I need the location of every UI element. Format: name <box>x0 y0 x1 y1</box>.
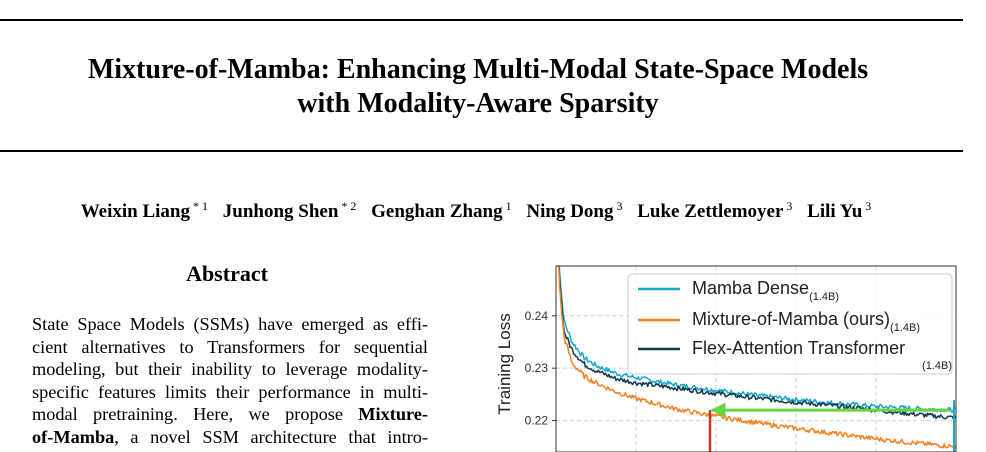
plot-frame <box>555 265 957 452</box>
bottom-rule <box>0 150 963 152</box>
abstract-line: modeling, but their inability to leverag… <box>32 359 428 380</box>
abstract-body: State Space Models (SSMs) have emerged a… <box>32 313 428 449</box>
author: Junhong Shen * 2 <box>223 194 357 224</box>
abstract-line: modal pretraining. Here, we propose Mixt… <box>32 403 428 426</box>
y-tick-label: 0.23 <box>525 361 549 375</box>
abstract-line: State Space Models (SSMs) have emerged a… <box>32 314 428 334</box>
abstract-text: modal pretraining. Here, we propose <box>32 404 359 425</box>
author-affiliation: * 1 <box>193 199 208 213</box>
abstract-line: cient alternatives to Transformers for s… <box>32 336 428 357</box>
y-axis-ticks: 0.24 0.23 0.22 <box>525 309 556 428</box>
series-group <box>558 266 956 450</box>
paper-title: Mixture-of-Mamba: Enhancing Multi-Modal … <box>0 53 956 121</box>
title-line-2: with Modality-Aware Sparsity <box>297 88 659 119</box>
legend-label-subscript: (1.4B) <box>922 360 952 372</box>
author-name: Junhong Shen <box>222 201 339 222</box>
series-line <box>558 266 956 450</box>
series-line <box>558 266 956 414</box>
author: Weixin Liang * 1 <box>81 194 208 224</box>
legend-label: Flex-Attention Transformer <box>692 338 905 358</box>
author-affiliation: 3 <box>865 199 872 213</box>
abstract-line: specific features limits their performan… <box>32 381 428 402</box>
author: Genghan Zhang 1 <box>371 194 511 224</box>
top-rule <box>0 19 963 21</box>
author-affiliation: 3 <box>616 199 623 213</box>
abstract-bold-text: of-Mamba <box>32 426 115 447</box>
training-loss-figure: 0.24 0.23 0.22 Training Loss Mamba Dense(1… <box>486 256 966 452</box>
annotation-group <box>708 400 955 452</box>
abstract-bold-text: Mixture- <box>358 404 428 425</box>
author-name: Ning Dong <box>526 201 614 222</box>
author-affiliation: 1 <box>505 199 512 213</box>
legend-label-subscript: (1.4B) <box>890 322 920 334</box>
training-loss-chart: 0.24 0.23 0.22 Training Loss Mamba Dense(1… <box>495 265 957 452</box>
y-axis-label: Training Loss <box>495 313 514 414</box>
author: Lili Yu 3 <box>807 194 871 224</box>
author: Luke Zettlemoyer 3 <box>637 194 792 224</box>
author-name: Lili Yu <box>807 201 863 222</box>
series-line <box>558 266 956 421</box>
author-list: Weixin Liang * 1 Junhong Shen * 2 Genghan … <box>0 194 952 224</box>
author-name: Weixin Liang <box>80 201 190 222</box>
chart-legend: Mamba Dense(1.4B)Mixture-of-Mamba (ours)… <box>627 273 953 375</box>
abstract-line: of-Mamba, a novel SSM architecture that … <box>32 426 428 449</box>
abstract-heading: Abstract <box>186 261 268 286</box>
y-tick-label: 0.22 <box>525 414 549 428</box>
author-name: Genghan Zhang <box>371 201 503 222</box>
y-tick-label: 0.24 <box>525 309 549 323</box>
legend-box <box>627 273 953 375</box>
author-affiliation: 3 <box>786 199 793 213</box>
abstract-text: , a novel SSM architecture that intro- <box>114 426 428 447</box>
legend-label-subscript: (1.4B) <box>809 291 839 303</box>
author-affiliation: * 2 <box>341 199 357 213</box>
author-name: Luke Zettlemoyer <box>637 201 784 222</box>
title-line-1: Mixture-of-Mamba: Enhancing Multi-Modal … <box>87 54 869 85</box>
author: Ning Dong 3 <box>526 194 622 224</box>
